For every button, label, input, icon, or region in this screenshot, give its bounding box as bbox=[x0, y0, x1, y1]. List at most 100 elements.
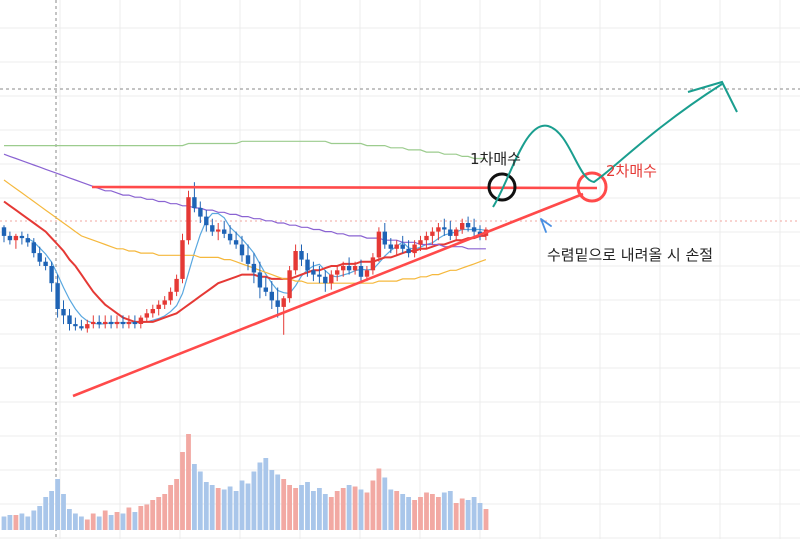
volume-bar bbox=[346, 485, 352, 530]
volume-bars bbox=[1, 434, 489, 530]
candle-body bbox=[424, 235, 429, 241]
candle-body bbox=[55, 283, 60, 309]
volume-bar bbox=[483, 509, 489, 530]
candle-body bbox=[180, 240, 185, 279]
volume-bar bbox=[441, 492, 447, 530]
volume-bar bbox=[162, 494, 168, 530]
candle-body bbox=[346, 266, 352, 271]
candle-body bbox=[13, 235, 19, 241]
volume-bar bbox=[150, 500, 156, 530]
volume-bar bbox=[156, 497, 162, 530]
candle-body bbox=[335, 270, 340, 275]
volume-bar bbox=[126, 507, 132, 530]
candle-body bbox=[471, 227, 477, 232]
volume-bar bbox=[382, 477, 388, 530]
candle-body bbox=[412, 244, 417, 254]
volume-bar bbox=[370, 480, 376, 530]
volume-bar bbox=[174, 479, 179, 530]
volume-bar bbox=[108, 515, 114, 530]
candle-body bbox=[186, 197, 191, 241]
volume-bar bbox=[120, 513, 126, 530]
candle-body bbox=[465, 223, 471, 228]
volume-bar bbox=[263, 458, 269, 530]
volume-bar bbox=[257, 462, 263, 530]
volume-bar bbox=[227, 486, 233, 530]
volume-bar bbox=[67, 509, 72, 530]
volume-bar bbox=[114, 512, 120, 530]
volume-bar bbox=[13, 515, 19, 530]
volume-bar bbox=[61, 494, 66, 530]
volume-bar bbox=[430, 494, 435, 530]
volume-bar bbox=[239, 480, 245, 530]
candle-body bbox=[25, 238, 30, 243]
candle-body bbox=[108, 321, 114, 325]
candle-body bbox=[85, 324, 90, 329]
stoploss-arrow bbox=[540, 218, 552, 233]
candle-body bbox=[293, 251, 298, 271]
volume-bar bbox=[388, 489, 394, 530]
volume-bar bbox=[364, 492, 370, 530]
candle-body bbox=[216, 229, 221, 232]
candle-body bbox=[394, 244, 399, 249]
ma-240-line bbox=[4, 140, 486, 160]
candle-body bbox=[406, 248, 411, 254]
volume-bar bbox=[49, 491, 54, 530]
stoploss-label: 수렴밑으로 내려올 시 손절 bbox=[547, 246, 714, 264]
candle-body bbox=[204, 216, 209, 226]
volume-bar bbox=[180, 452, 185, 530]
candle-body bbox=[138, 317, 144, 324]
volume-bar bbox=[447, 491, 453, 530]
buy1-label: 1차매수 bbox=[470, 150, 521, 168]
projection-arrowhead bbox=[687, 80, 738, 113]
volume-bar bbox=[19, 513, 25, 530]
volume-bar bbox=[215, 488, 221, 530]
volume-bar bbox=[221, 489, 227, 530]
volume-bar bbox=[352, 486, 358, 530]
buy1-marker bbox=[487, 172, 517, 202]
candle-body bbox=[7, 235, 13, 241]
volume-bar bbox=[424, 492, 429, 530]
volume-bar bbox=[269, 470, 275, 530]
volume-bar bbox=[293, 488, 298, 530]
candle-body bbox=[263, 287, 268, 292]
volume-bar bbox=[251, 471, 257, 530]
candle-body bbox=[251, 263, 257, 273]
volume-bar bbox=[209, 485, 215, 530]
volume-bar bbox=[132, 512, 138, 530]
candle-body bbox=[358, 266, 364, 277]
volume-bar bbox=[394, 491, 400, 530]
candle-body bbox=[430, 231, 435, 236]
candle-body bbox=[400, 244, 405, 249]
volume-bar bbox=[186, 434, 191, 530]
volume-bar bbox=[1, 516, 7, 530]
candle-body bbox=[120, 321, 126, 325]
candle-body bbox=[162, 300, 167, 305]
candle-body bbox=[305, 259, 310, 271]
volume-bar bbox=[281, 479, 287, 530]
volume-bar bbox=[233, 491, 239, 530]
volume-bar bbox=[477, 503, 483, 530]
candle-body bbox=[198, 208, 203, 217]
candle-body bbox=[132, 321, 138, 325]
candle-body bbox=[97, 321, 102, 325]
candle-body bbox=[454, 229, 459, 236]
volume-bar bbox=[317, 488, 322, 530]
volume-bar bbox=[84, 519, 90, 530]
candle-body bbox=[323, 276, 328, 284]
volume-bar bbox=[168, 485, 173, 530]
volume-bar bbox=[192, 464, 197, 530]
volume-bar bbox=[245, 483, 251, 530]
candle-body bbox=[245, 255, 251, 264]
volume-bar bbox=[96, 516, 102, 530]
candle-body bbox=[436, 227, 441, 232]
volume-bar bbox=[79, 516, 84, 530]
annotation-drawings bbox=[72, 80, 738, 398]
volume-bar bbox=[400, 494, 406, 530]
candle-body bbox=[364, 270, 370, 277]
candle-body bbox=[370, 257, 376, 271]
resistance-line bbox=[91, 185, 598, 190]
candle-body bbox=[299, 251, 304, 260]
volume-bar bbox=[340, 488, 346, 530]
volume-bar bbox=[459, 498, 465, 530]
